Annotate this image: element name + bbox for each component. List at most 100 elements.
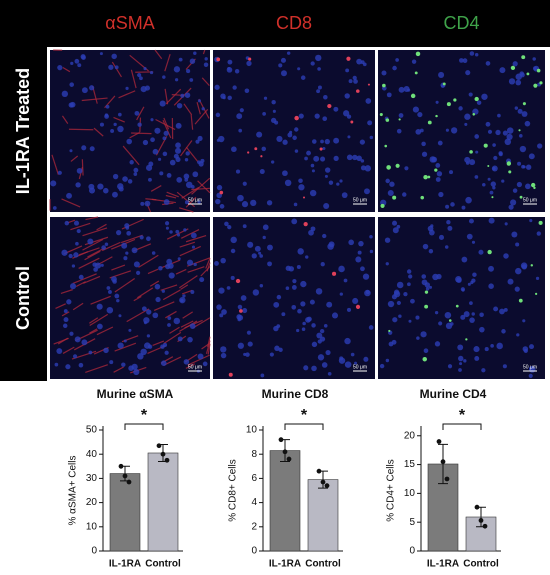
nucleus xyxy=(528,373,533,378)
nucleus xyxy=(109,360,114,365)
nucleus xyxy=(428,249,434,254)
nucleus xyxy=(421,141,426,147)
nucleus xyxy=(445,128,449,132)
nucleus xyxy=(504,138,512,146)
nucleus xyxy=(502,130,508,136)
nucleus xyxy=(230,248,236,254)
marker-signal xyxy=(446,102,451,107)
fiber xyxy=(114,278,135,293)
nucleus xyxy=(468,92,473,97)
fiber xyxy=(178,275,198,289)
nucleus xyxy=(296,264,301,269)
chart-title: Murine CD8 xyxy=(262,387,329,401)
marker-signal xyxy=(435,114,438,118)
fiber xyxy=(180,284,189,290)
nucleus xyxy=(189,78,194,82)
fiber xyxy=(84,250,101,261)
nucleus xyxy=(331,312,339,319)
nucleus xyxy=(474,175,479,179)
fiber xyxy=(137,287,154,299)
fiber xyxy=(175,268,187,275)
fiber xyxy=(149,280,160,287)
nucleus xyxy=(244,88,250,94)
nucleus xyxy=(99,52,103,56)
nucleus xyxy=(344,361,352,368)
nucleus xyxy=(114,65,119,70)
nucleus xyxy=(152,148,159,155)
data-point xyxy=(320,479,326,485)
nucleus xyxy=(127,179,133,184)
nucleus xyxy=(385,358,390,363)
nucleus xyxy=(476,100,482,105)
marker-signal xyxy=(531,182,536,188)
nucleus xyxy=(385,262,389,266)
nucleus xyxy=(297,308,302,314)
fiber xyxy=(154,49,163,60)
nucleus xyxy=(472,272,477,277)
marker-signal xyxy=(254,147,258,151)
nucleus xyxy=(438,191,444,198)
nucleus xyxy=(162,136,167,141)
nucleus xyxy=(520,72,525,78)
nucleus xyxy=(146,236,151,242)
nucleus xyxy=(464,122,468,126)
micrograph xyxy=(213,217,375,379)
nucleus xyxy=(271,99,276,105)
nucleus xyxy=(252,289,260,296)
nucleus xyxy=(256,131,263,138)
nucleus xyxy=(364,188,370,195)
nucleus xyxy=(273,301,280,308)
fiber xyxy=(207,336,211,348)
fiber xyxy=(55,303,66,309)
marker-signal xyxy=(410,93,416,99)
scale-bar-label: 50 μm xyxy=(353,197,367,203)
fiber xyxy=(179,245,201,257)
fiber xyxy=(201,342,211,350)
nucleus xyxy=(381,70,387,76)
nucleus xyxy=(321,362,328,368)
nucleus xyxy=(105,104,110,109)
fiber xyxy=(162,289,181,301)
nucleus xyxy=(471,312,475,316)
nucleus xyxy=(69,149,73,153)
fiber xyxy=(147,268,159,275)
nucleus xyxy=(236,113,243,120)
nucleus xyxy=(118,314,122,318)
nucleus xyxy=(324,167,331,173)
marker-signal xyxy=(518,298,523,303)
fiber xyxy=(205,258,211,269)
nucleus xyxy=(70,61,74,65)
nucleus xyxy=(485,121,491,127)
nucleus xyxy=(74,58,80,64)
nucleus xyxy=(237,342,244,349)
nucleus xyxy=(175,157,181,163)
y-axis-label: % CD4+ Cells xyxy=(386,459,397,522)
nucleus xyxy=(250,199,257,207)
data-point xyxy=(126,479,132,485)
nucleus xyxy=(276,324,281,328)
nucleus xyxy=(214,84,220,90)
nucleus xyxy=(254,245,261,252)
nucleus xyxy=(495,129,501,136)
marker-signal xyxy=(506,161,512,166)
nucleus xyxy=(258,251,262,255)
nucleus xyxy=(317,85,322,90)
nucleus xyxy=(50,180,57,187)
nucleus xyxy=(146,309,152,315)
nucleus xyxy=(219,204,225,209)
nucleus xyxy=(465,70,471,76)
fiber xyxy=(152,340,165,346)
fiber xyxy=(207,343,211,355)
nucleus xyxy=(57,170,62,175)
nucleus xyxy=(133,261,140,268)
nucleus xyxy=(140,348,147,356)
nucleus xyxy=(159,171,164,176)
nucleus xyxy=(396,224,401,229)
nucleus xyxy=(463,359,467,363)
nucleus xyxy=(174,147,182,154)
marker-signal xyxy=(519,195,523,199)
nucleus xyxy=(310,163,315,168)
nucleus xyxy=(121,362,126,367)
nucleus xyxy=(501,179,505,183)
